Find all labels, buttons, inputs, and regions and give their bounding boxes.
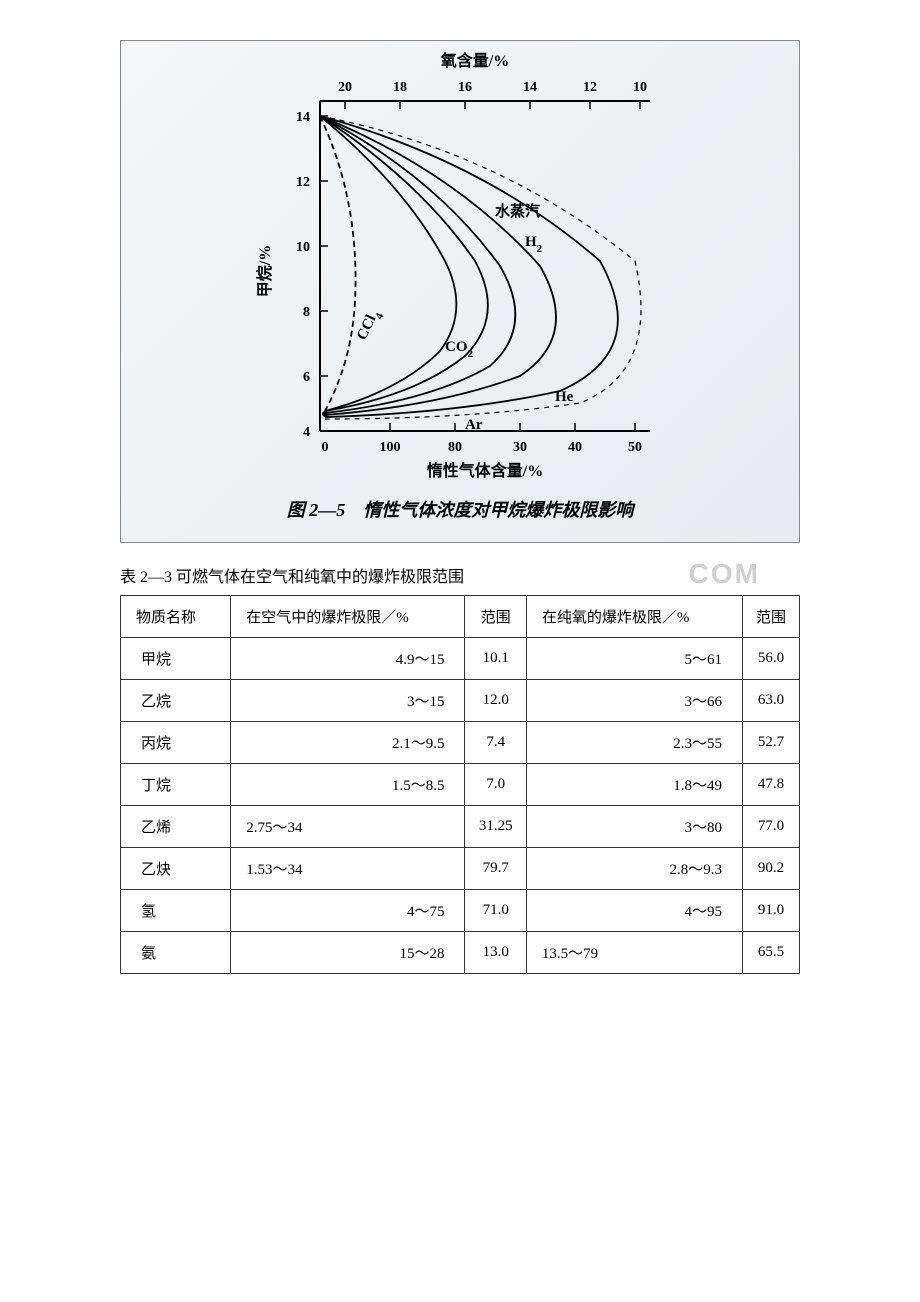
- curve-co2: [320, 116, 515, 413]
- cell-name: 乙烯: [121, 806, 231, 848]
- svg-text:18: 18: [393, 80, 407, 95]
- table-row: 乙烷3～1512.03～6663.0: [121, 680, 800, 722]
- cell-air-range: 12.0: [465, 680, 526, 722]
- cell-oxy-range: 52.7: [743, 722, 800, 764]
- svg-text:12: 12: [583, 80, 597, 95]
- top-axis: 20 18 16 14 12 10: [338, 80, 647, 95]
- cell-air-range: 79.7: [465, 848, 526, 890]
- cell-air: 2.1～9.5: [231, 722, 465, 764]
- cell-name: 氨: [121, 932, 231, 974]
- label-ccl4: CCl4: [354, 307, 386, 345]
- explosion-limits-table: 物质名称 在空气中的爆炸极限／% 范围 在纯氧的爆炸极限／% 范围 甲烷4.9～…: [120, 595, 800, 974]
- table-row: 丙烷2.1～9.57.42.3～5552.7: [121, 722, 800, 764]
- cell-oxy: 1.8～49: [526, 764, 742, 806]
- cell-name: 丁烷: [121, 764, 231, 806]
- svg-text:12: 12: [296, 175, 310, 190]
- cell-oxy: 4～95: [526, 890, 742, 932]
- col-air-range: 范围: [465, 596, 526, 638]
- svg-text:30: 30: [513, 440, 527, 455]
- svg-text:14: 14: [523, 80, 537, 95]
- col-name: 物质名称: [121, 596, 231, 638]
- svg-text:0: 0: [322, 440, 329, 455]
- cell-air: 4.9～15: [231, 638, 465, 680]
- cell-oxy-range: 47.8: [743, 764, 800, 806]
- table-row: 氢4～7571.04～9591.0: [121, 890, 800, 932]
- svg-text:6: 6: [303, 370, 310, 385]
- top-axis-label: 氧含量/%: [440, 51, 509, 70]
- curve-water: [320, 116, 456, 411]
- svg-text:20: 20: [338, 80, 352, 95]
- curve-h2: [320, 116, 488, 411]
- cell-oxy: 13.5～79: [526, 932, 742, 974]
- cell-air: 2.75～34: [231, 806, 465, 848]
- curve-ccl4: [320, 116, 356, 411]
- cell-air: 1.5～8.5: [231, 764, 465, 806]
- cell-oxy: 2.8～9.3: [526, 848, 742, 890]
- svg-text:10: 10: [296, 240, 310, 255]
- col-air: 在空气中的爆炸极限／%: [231, 596, 465, 638]
- label-water: 水蒸汽: [495, 202, 540, 220]
- figure-container: 氧含量/% 20 18 16 14 12 10 14 12 10 8 6 4: [120, 40, 800, 543]
- cell-name: 乙炔: [121, 848, 231, 890]
- cell-name: 甲烷: [121, 638, 231, 680]
- left-axis-label: 甲烷/%: [255, 245, 274, 297]
- cell-air-range: 71.0: [465, 890, 526, 932]
- curve-he: [320, 116, 618, 417]
- cell-air: 1.53～34: [231, 848, 465, 890]
- table-row: 丁烷1.5～8.57.01.8～4947.8: [121, 764, 800, 806]
- cell-air-range: 13.0: [465, 932, 526, 974]
- table-caption: 表 2—3 可燃气体在空气和纯氧中的爆炸极限范围 COM: [120, 563, 800, 587]
- cell-oxy-range: 91.0: [743, 890, 800, 932]
- svg-text:14: 14: [296, 110, 310, 125]
- cell-oxy: 3～66: [526, 680, 742, 722]
- cell-oxy: 3～80: [526, 806, 742, 848]
- bottom-axis-label: 惰性气体含量/%: [427, 461, 543, 480]
- left-axis: 14 12 10 8 6 4: [296, 110, 310, 440]
- label-ar: Ar: [465, 417, 483, 433]
- svg-text:4: 4: [303, 425, 310, 440]
- svg-text:80: 80: [448, 440, 462, 455]
- cell-air-range: 10.1: [465, 638, 526, 680]
- cell-oxy-range: 56.0: [743, 638, 800, 680]
- watermark-text: COM: [689, 558, 760, 590]
- svg-text:10: 10: [633, 80, 647, 95]
- figure-caption: 图 2—5 惰性气体浓度对甲烷爆炸极限影响: [141, 496, 779, 522]
- cell-oxy-range: 77.0: [743, 806, 800, 848]
- cell-air: 15～28: [231, 932, 465, 974]
- cell-oxy: 2.3～55: [526, 722, 742, 764]
- cell-oxy-range: 90.2: [743, 848, 800, 890]
- table-row: 甲烷4.9～1510.15～6156.0: [121, 638, 800, 680]
- cell-air: 3～15: [231, 680, 465, 722]
- label-co2: CO2: [445, 339, 474, 360]
- cell-name: 丙烷: [121, 722, 231, 764]
- svg-text:50: 50: [628, 440, 642, 455]
- svg-text:16: 16: [458, 80, 472, 95]
- cell-air-range: 7.4: [465, 722, 526, 764]
- cell-air-range: 7.0: [465, 764, 526, 806]
- dashed-envelope: [320, 116, 641, 419]
- cell-oxy-range: 63.0: [743, 680, 800, 722]
- label-he: He: [555, 389, 574, 405]
- col-oxy: 在纯氧的爆炸极限／%: [526, 596, 742, 638]
- cell-name: 乙烷: [121, 680, 231, 722]
- cell-oxy-range: 65.5: [743, 932, 800, 974]
- svg-text:8: 8: [303, 305, 310, 320]
- bottom-axis: 0 100 80 30 40 50: [322, 440, 643, 455]
- svg-text:100: 100: [380, 440, 401, 455]
- methane-explosion-chart: 氧含量/% 20 18 16 14 12 10 14 12 10 8 6 4: [240, 51, 680, 481]
- table-header-row: 物质名称 在空气中的爆炸极限／% 范围 在纯氧的爆炸极限／% 范围: [121, 596, 800, 638]
- table-row: 乙烯2.75～3431.253～8077.0: [121, 806, 800, 848]
- cell-name: 氢: [121, 890, 231, 932]
- cell-air: 4～75: [231, 890, 465, 932]
- table-row: 乙炔1.53～3479.72.8～9.390.2: [121, 848, 800, 890]
- svg-text:40: 40: [568, 440, 582, 455]
- cell-air-range: 31.25: [465, 806, 526, 848]
- table-row: 氨15～2813.013.5～7965.5: [121, 932, 800, 974]
- cell-oxy: 5～61: [526, 638, 742, 680]
- col-oxy-range: 范围: [743, 596, 800, 638]
